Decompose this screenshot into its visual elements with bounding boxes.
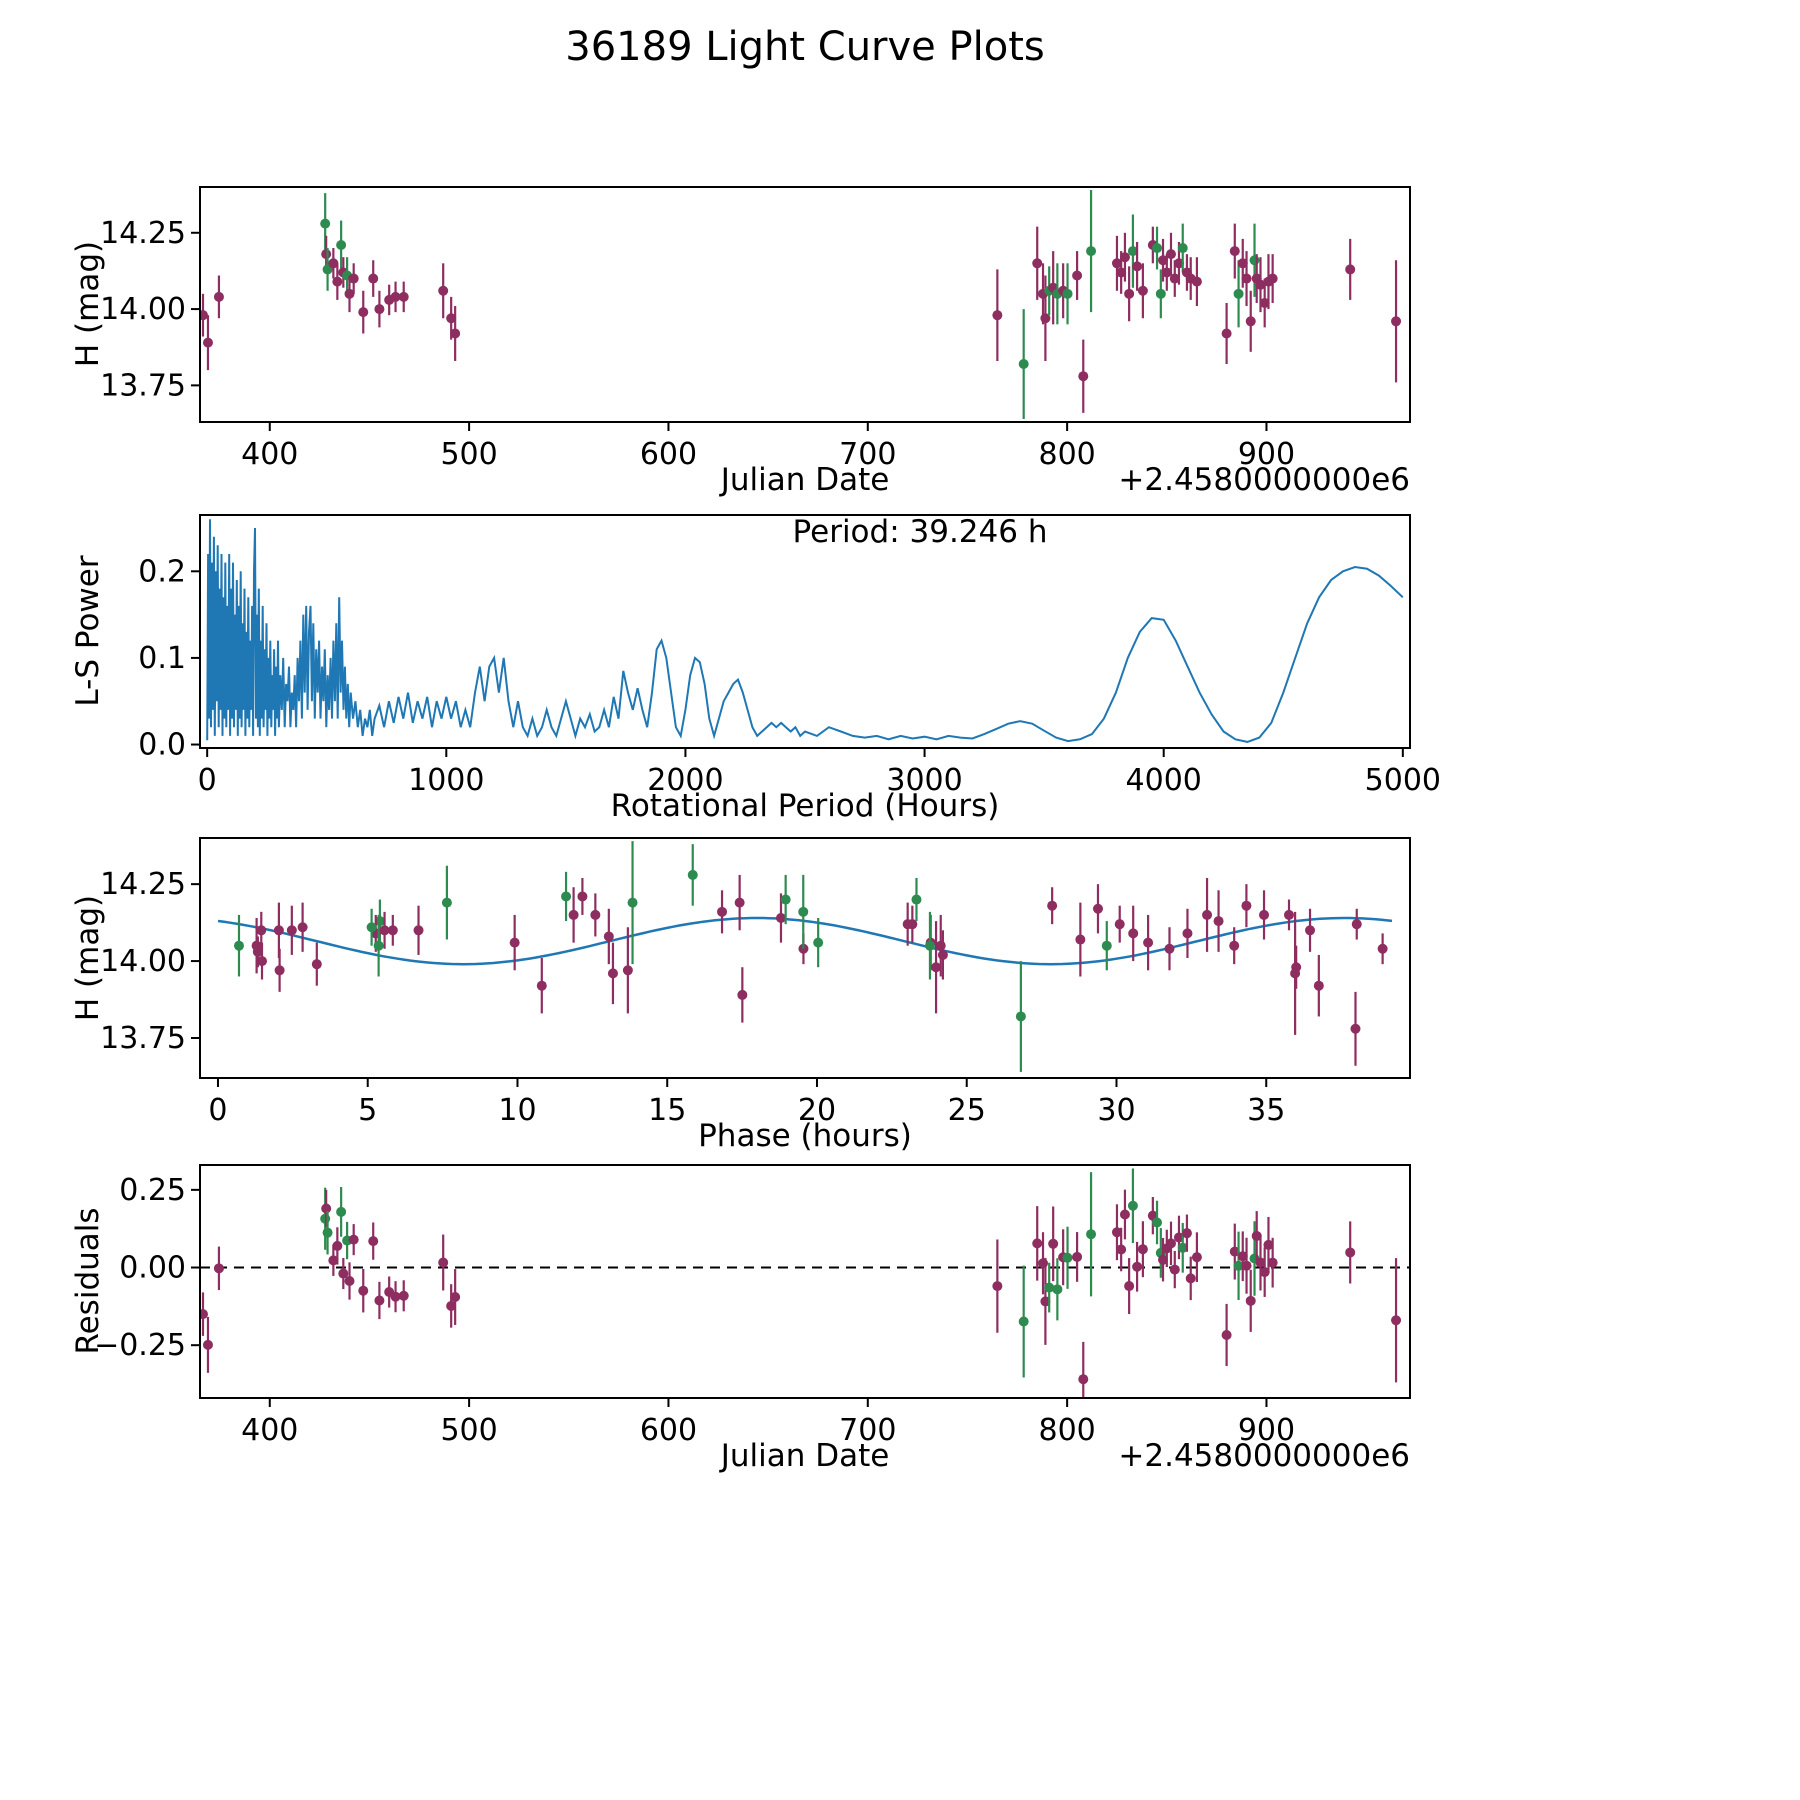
light_curve-y-tick-label: 14.00 [100, 292, 186, 327]
light_curve-axes: 400 500 600 700 800 900 13.75 14.00 14.25 [100, 186, 1411, 472]
phase-points [233, 841, 1388, 1072]
periodogram-x-tick-label: 0 [198, 763, 217, 798]
residuals-x-axis-label: Julian Date [720, 1438, 890, 1474]
residuals-x-tick-label: 600 [640, 1413, 697, 1448]
residuals-y-tick-label: −0.25 [94, 1328, 186, 1363]
light_curve-y-tick-label: 13.75 [100, 368, 186, 403]
periodogram-x-tick-label: 3000 [886, 763, 962, 798]
periodogram-x-tick-label: 4000 [1126, 763, 1202, 798]
light_curve-x-tick-label: 600 [640, 437, 697, 472]
residuals-points [200, 1168, 1402, 1398]
residuals-x-tick-label: 900 [1238, 1413, 1295, 1448]
figure-title: 36189 Light Curve Plots [565, 24, 1045, 70]
phase-x-tick-label: 30 [1097, 1093, 1135, 1128]
phase-x-axis-label: Phase (hours) [698, 1118, 912, 1154]
phase-x-tick-label: 5 [358, 1093, 377, 1128]
periodogram-y-tick-label: 0.2 [138, 554, 186, 589]
lightcurve-y-axis-label: H (mag) [70, 240, 106, 368]
periodogram-y-axis-label: L-S Power [70, 555, 106, 707]
light_curve-x-tick-label: 800 [1039, 437, 1096, 472]
phase-fit-curve [217, 916, 1393, 966]
residuals-x-offset-label: +2.4580000000e6 [1118, 1438, 1410, 1474]
phase-x-tick-label: 25 [948, 1093, 986, 1128]
period-annotation: Period: 39.246 h [792, 514, 1048, 550]
lightcurve-x-offset-label: +2.4580000000e6 [1118, 462, 1410, 498]
residuals-y-axis-label: Residuals [70, 1207, 106, 1355]
phase-y-tick-label: 14.00 [100, 944, 186, 979]
light_curve-x-tick-label: 400 [241, 437, 298, 472]
residuals-y-tick-label: 0.25 [119, 1173, 186, 1208]
periodogram-x-tick-label: 2000 [647, 763, 723, 798]
phase-x-tick-label: 0 [208, 1093, 227, 1128]
light_curve-y-tick-label: 14.25 [100, 216, 186, 251]
phase-x-tick-label: 10 [498, 1093, 536, 1128]
residuals-axes: 400 500 600 700 800 900 −0.25 0.00 0.25 [94, 1164, 1411, 1448]
periodogram-axes: 0 1000 2000 3000 4000 5000 0.0 0.1 0.2 [138, 514, 1441, 798]
residuals-x-tick-label: 800 [1039, 1413, 1096, 1448]
residuals-x-tick-label: 500 [440, 1413, 497, 1448]
residuals-y-tick-label: 0.00 [119, 1251, 186, 1286]
periodogram-x-tick-label: 1000 [408, 763, 484, 798]
phase-y-tick-label: 14.25 [100, 867, 186, 902]
periodogram-line [206, 519, 1404, 743]
light_curve-x-tick-label: 700 [839, 437, 896, 472]
periodogram-y-tick-label: 0.1 [138, 641, 186, 676]
phase-y-tick-label: 13.75 [100, 1021, 186, 1056]
periodogram-x-tick-label: 5000 [1365, 763, 1441, 798]
light_curve-x-tick-label: 500 [440, 437, 497, 472]
phase-x-tick-label: 15 [648, 1093, 686, 1128]
light_curve-x-tick-label: 900 [1238, 437, 1295, 472]
phase-x-tick-label: 20 [798, 1093, 836, 1128]
periodogram-x-axis-label: Rotational Period (Hours) [610, 788, 1000, 824]
residuals-x-tick-label: 700 [839, 1413, 896, 1448]
phase-x-tick-label: 35 [1247, 1093, 1285, 1128]
residuals-x-tick-label: 400 [241, 1413, 298, 1448]
phase-axes: 0 5 10 15 20 25 30 35 13.75 14.00 14.25 [100, 837, 1411, 1128]
periodogram-y-tick-label: 0.0 [138, 728, 186, 763]
lightcurve-x-axis-label: Julian Date [720, 462, 890, 498]
phase-y-axis-label: H (mag) [70, 894, 106, 1022]
light_curve-points [200, 190, 1402, 419]
